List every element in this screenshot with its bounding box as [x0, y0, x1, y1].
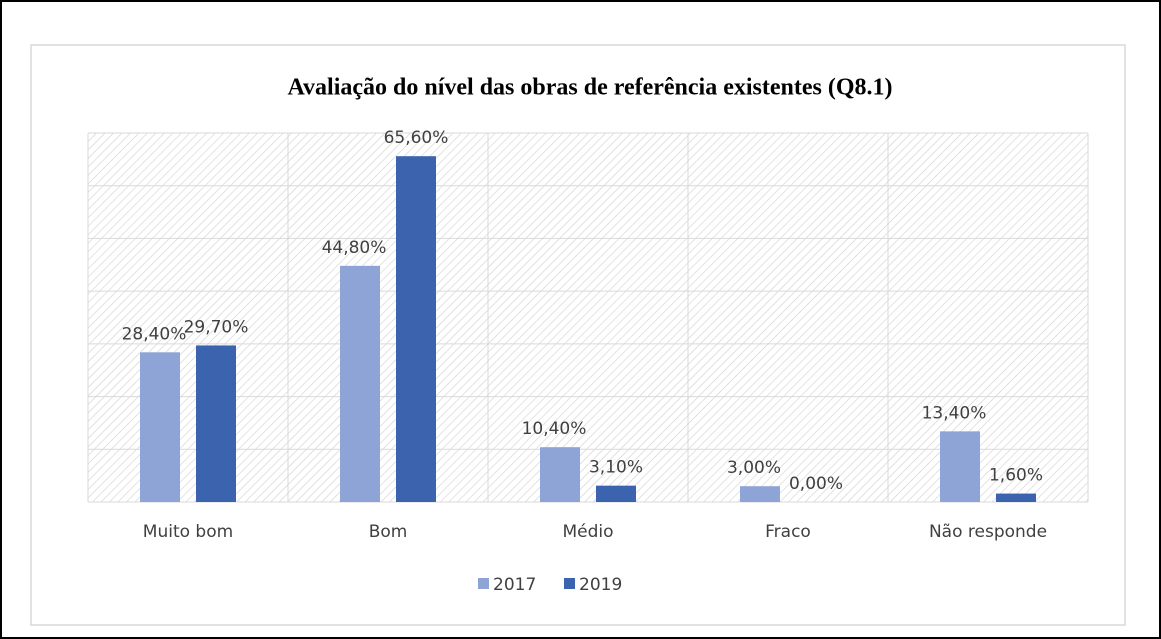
data-label: 3,00%: [727, 458, 781, 478]
bar: [396, 156, 436, 503]
bar: [740, 486, 780, 502]
data-label: 65,60%: [384, 128, 449, 148]
x-tick-label: Não responde: [929, 522, 1047, 542]
bar: [196, 345, 236, 502]
x-tick-label: Muito bom: [143, 522, 233, 542]
data-label: 44,80%: [322, 238, 387, 258]
bar: [996, 493, 1036, 502]
legend-label: 2017: [493, 575, 536, 595]
data-label: 10,40%: [522, 419, 587, 439]
bar: [596, 485, 636, 502]
data-label: 29,70%: [184, 317, 249, 337]
bar: [140, 352, 180, 502]
bar: [340, 265, 380, 502]
data-label: 13,40%: [922, 403, 987, 423]
bar: [940, 431, 980, 502]
data-label: 28,40%: [122, 324, 187, 344]
plot-area: [88, 133, 1088, 502]
bar: [540, 447, 580, 502]
data-label: 1,60%: [989, 466, 1043, 486]
legend-swatch: [478, 578, 489, 589]
x-tick-label: Fraco: [765, 522, 811, 542]
data-label: 0,00%: [789, 474, 843, 494]
x-tick-label: Médio: [562, 522, 613, 542]
x-tick-label: Bom: [369, 522, 408, 542]
chart-title: Avaliação do nível das obras de referênc…: [287, 75, 892, 101]
legend-label: 2019: [579, 575, 622, 595]
legend-swatch: [564, 578, 575, 589]
data-label: 3,10%: [589, 458, 643, 478]
